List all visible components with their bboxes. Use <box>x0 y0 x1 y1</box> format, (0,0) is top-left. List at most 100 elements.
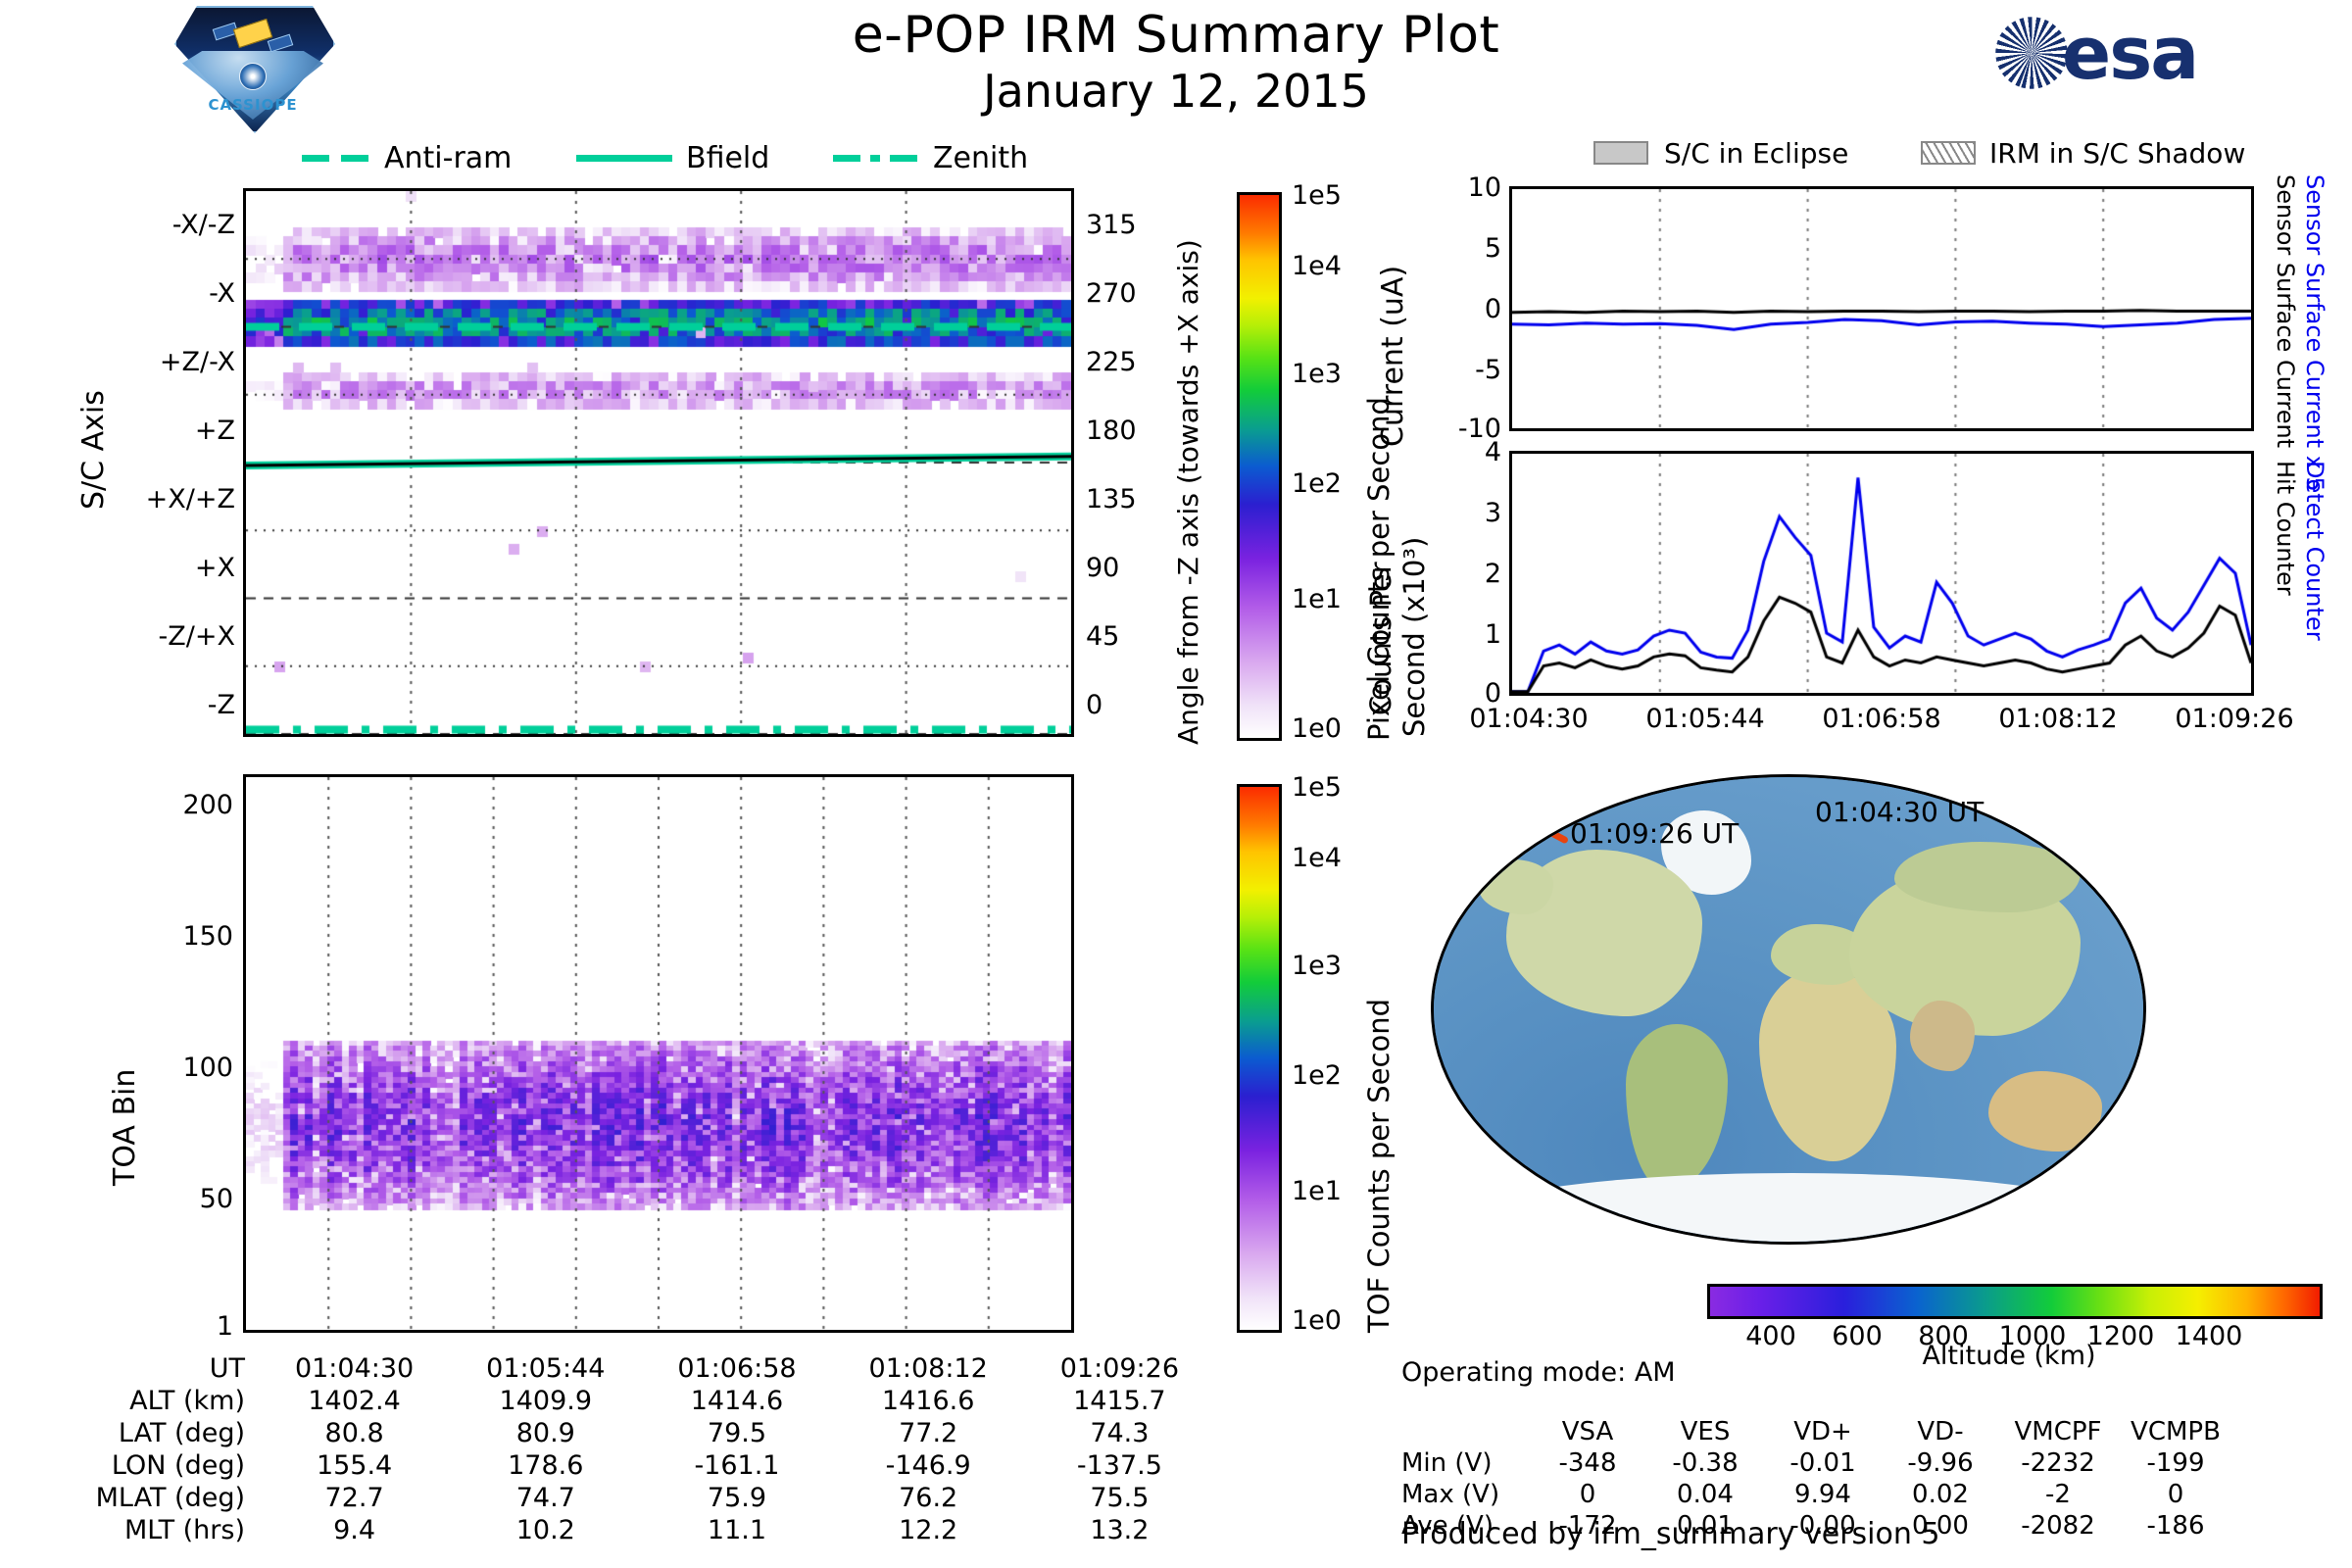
ave-vdminus: 0.00 <box>1912 1511 1969 1541</box>
lon-col4: -146.9 <box>885 1450 971 1481</box>
lat-col1: 80.8 <box>324 1418 384 1448</box>
sc-axis-ytick-x-z: +X/+Z <box>145 484 235 514</box>
tof-cb-tick-1e1: 1e1 <box>1292 1176 1342 1206</box>
lat-col3: 79.5 <box>707 1418 767 1448</box>
lon-col3: -161.1 <box>694 1450 780 1481</box>
alt-cb-tick-800: 800 <box>1918 1321 1969 1351</box>
table-row: MLAT (deg) 72.7 74.7 75.9 76.2 75.5 <box>59 1482 1215 1514</box>
lat-col2: 80.9 <box>515 1418 575 1448</box>
max-ves: 0.04 <box>1677 1480 1734 1509</box>
counts-ytick-4: 4 <box>1484 437 1501 467</box>
toa-ytick-50: 50 <box>199 1184 233 1214</box>
page-title: e-POP IRM Summary Plot <box>852 6 1500 65</box>
legend-item-irm-shadow: IRM in S/C Shadow <box>1989 137 2246 170</box>
current-ytick-0: 0 <box>1484 294 1501 324</box>
ephemeris-table: UT 01:04:30 01:05:44 01:06:58 01:08:12 0… <box>59 1352 1215 1546</box>
table-row: ALT (km) 1402.4 1409.9 1414.6 1416.6 141… <box>59 1385 1215 1417</box>
mlt-col5: 13.2 <box>1090 1515 1150 1545</box>
map-land-india <box>1910 1001 1975 1071</box>
tof-cb-tick-1e2: 1e2 <box>1292 1060 1342 1091</box>
min-vdminus: -9.96 <box>1907 1448 1974 1478</box>
mlat-col3: 75.9 <box>707 1483 767 1513</box>
voltage-row-max: Max (V) <box>1401 1480 1500 1509</box>
sc-axis-spectrogram-canvas <box>246 191 1071 734</box>
toa-ytick-100: 100 <box>182 1053 233 1083</box>
map-land-australia <box>1988 1071 2102 1152</box>
alt-col4: 1416.6 <box>881 1386 975 1416</box>
sc-axis-ytick--z: -Z <box>207 690 235 720</box>
ave-ves: 0.01 <box>1677 1511 1734 1541</box>
voltage-row-min: Min (V) <box>1401 1448 1493 1478</box>
counts-plot-canvas <box>1512 454 2251 693</box>
tof-cb-tick-1e5: 1e5 <box>1292 772 1342 803</box>
row-header-lon: LON (deg) <box>111 1450 245 1481</box>
voltage-col-ves: VES <box>1680 1417 1731 1446</box>
min-vsa: -348 <box>1558 1448 1617 1478</box>
mlat-col4: 76.2 <box>899 1483 958 1513</box>
min-ves: -0.38 <box>1672 1448 1739 1478</box>
table-row: Min (V) -348 -0.38 -0.01 -9.96 -2232 -19… <box>1401 1447 2234 1479</box>
current-ytick-10: 10 <box>1467 172 1501 203</box>
toa-ytick-1: 1 <box>216 1311 233 1342</box>
row-header-alt: ALT (km) <box>129 1386 245 1416</box>
mlt-col2: 10.2 <box>515 1515 575 1545</box>
min-vdplus: -0.01 <box>1789 1448 1856 1478</box>
table-row: UT 01:04:30 01:05:44 01:06:58 01:08:12 0… <box>59 1352 1215 1385</box>
ground-track-end-label: 01:09:26 UT <box>1570 817 1740 850</box>
sc-axis-ylabel: S/C Axis <box>76 390 111 510</box>
current-plot-canvas <box>1512 189 2251 428</box>
table-row: LAT (deg) 80.8 80.9 79.5 77.2 74.3 <box>59 1417 1215 1449</box>
esa-logo: esa <box>1989 10 2293 100</box>
counts-ytick-3: 3 <box>1484 498 1501 528</box>
voltage-col-vmcpf: VMCPF <box>2014 1417 2102 1446</box>
esa-logo-text: esa <box>2062 12 2199 96</box>
current-ytick--5: -5 <box>1475 355 1501 385</box>
ground-track-start-label: 01:04:30 UT <box>1815 796 1984 828</box>
sc-angle-ytick-45: 45 <box>1086 621 1120 652</box>
table-row: LON (deg) 155.4 178.6 -161.1 -146.9 -137… <box>59 1449 1215 1482</box>
footer-credit: Produced by irm_summary version 5 <box>1401 1517 1940 1551</box>
toa-ytick-200: 200 <box>182 790 233 820</box>
alt-cb-tick-400: 400 <box>1745 1321 1796 1351</box>
current-ylabel: Current (uA) <box>1376 265 1410 447</box>
ave-vdplus: -0.00 <box>1789 1511 1856 1541</box>
voltage-col-vsa: VSA <box>1561 1417 1614 1446</box>
sc-angle-ytick-0: 0 <box>1086 690 1103 720</box>
sc-angle-ytick-180: 180 <box>1086 416 1137 446</box>
table-row: Ave (V) -172 0.01 -0.00 0.00 -2082 -186 <box>1401 1510 2234 1542</box>
legend-item-sc-eclipse: S/C in Eclipse <box>1664 137 1849 170</box>
counts-right-label-blue: Detect Counter <box>2301 461 2328 641</box>
legend-item-bfield: Bfield <box>686 141 770 175</box>
voltage-col-vcmpb: VCMPB <box>2131 1417 2221 1446</box>
voltage-col-vdplus: VD+ <box>1793 1417 1852 1446</box>
lat-col4: 77.2 <box>899 1418 958 1448</box>
tof-cb-tick-1e0: 1e0 <box>1292 1305 1342 1336</box>
operating-mode-label: Operating mode: AM <box>1401 1357 1676 1388</box>
lon-col1: 155.4 <box>316 1450 393 1481</box>
counts-ylabel: Counts Per Second (x10³) <box>1364 490 1431 745</box>
sc-angle-ytick-315: 315 <box>1086 210 1137 240</box>
alt-col5: 1415.7 <box>1073 1386 1166 1416</box>
map-land-antarctica <box>1469 1173 2116 1242</box>
sc-angle-ytick-270: 270 <box>1086 278 1137 309</box>
lon-col5: -137.5 <box>1076 1450 1162 1481</box>
mlt-col1: 9.4 <box>333 1515 376 1545</box>
ground-track-map[interactable]: 01:04:30 UT 01:09:26 UT <box>1431 774 2146 1245</box>
sc-axis-ytick-z: +Z <box>194 416 235 446</box>
max-vcmpb: 0 <box>2167 1480 2184 1509</box>
tof-cb-tick-1e3: 1e3 <box>1292 951 1342 981</box>
pixel-cb-tick-1e3: 1e3 <box>1292 359 1342 389</box>
current-ytick--10: -10 <box>1457 414 1501 444</box>
current-right-label-black: Sensor Surface Current <box>2272 174 2299 449</box>
tof-counts-colorbar-label: TOF Counts per Second <box>1362 998 1396 1333</box>
counts-ylabel-line1: Counts Per <box>1364 562 1397 715</box>
min-vmcpf: -2232 <box>2021 1448 2095 1478</box>
sc-angle-ytick-225: 225 <box>1086 347 1137 377</box>
sc-axis-ytick--z-x: -Z/+X <box>158 621 235 652</box>
altitude-colorbar <box>1707 1284 2323 1319</box>
mlat-col2: 74.7 <box>515 1483 575 1513</box>
sc-axis-legend: Anti-ram Bfield Zenith <box>294 141 1028 176</box>
row-header-lat: LAT (deg) <box>118 1418 245 1448</box>
cassiope-logo-text: CASSIOPE <box>208 96 298 114</box>
sc-axis-ytick-x: +X <box>194 553 235 583</box>
